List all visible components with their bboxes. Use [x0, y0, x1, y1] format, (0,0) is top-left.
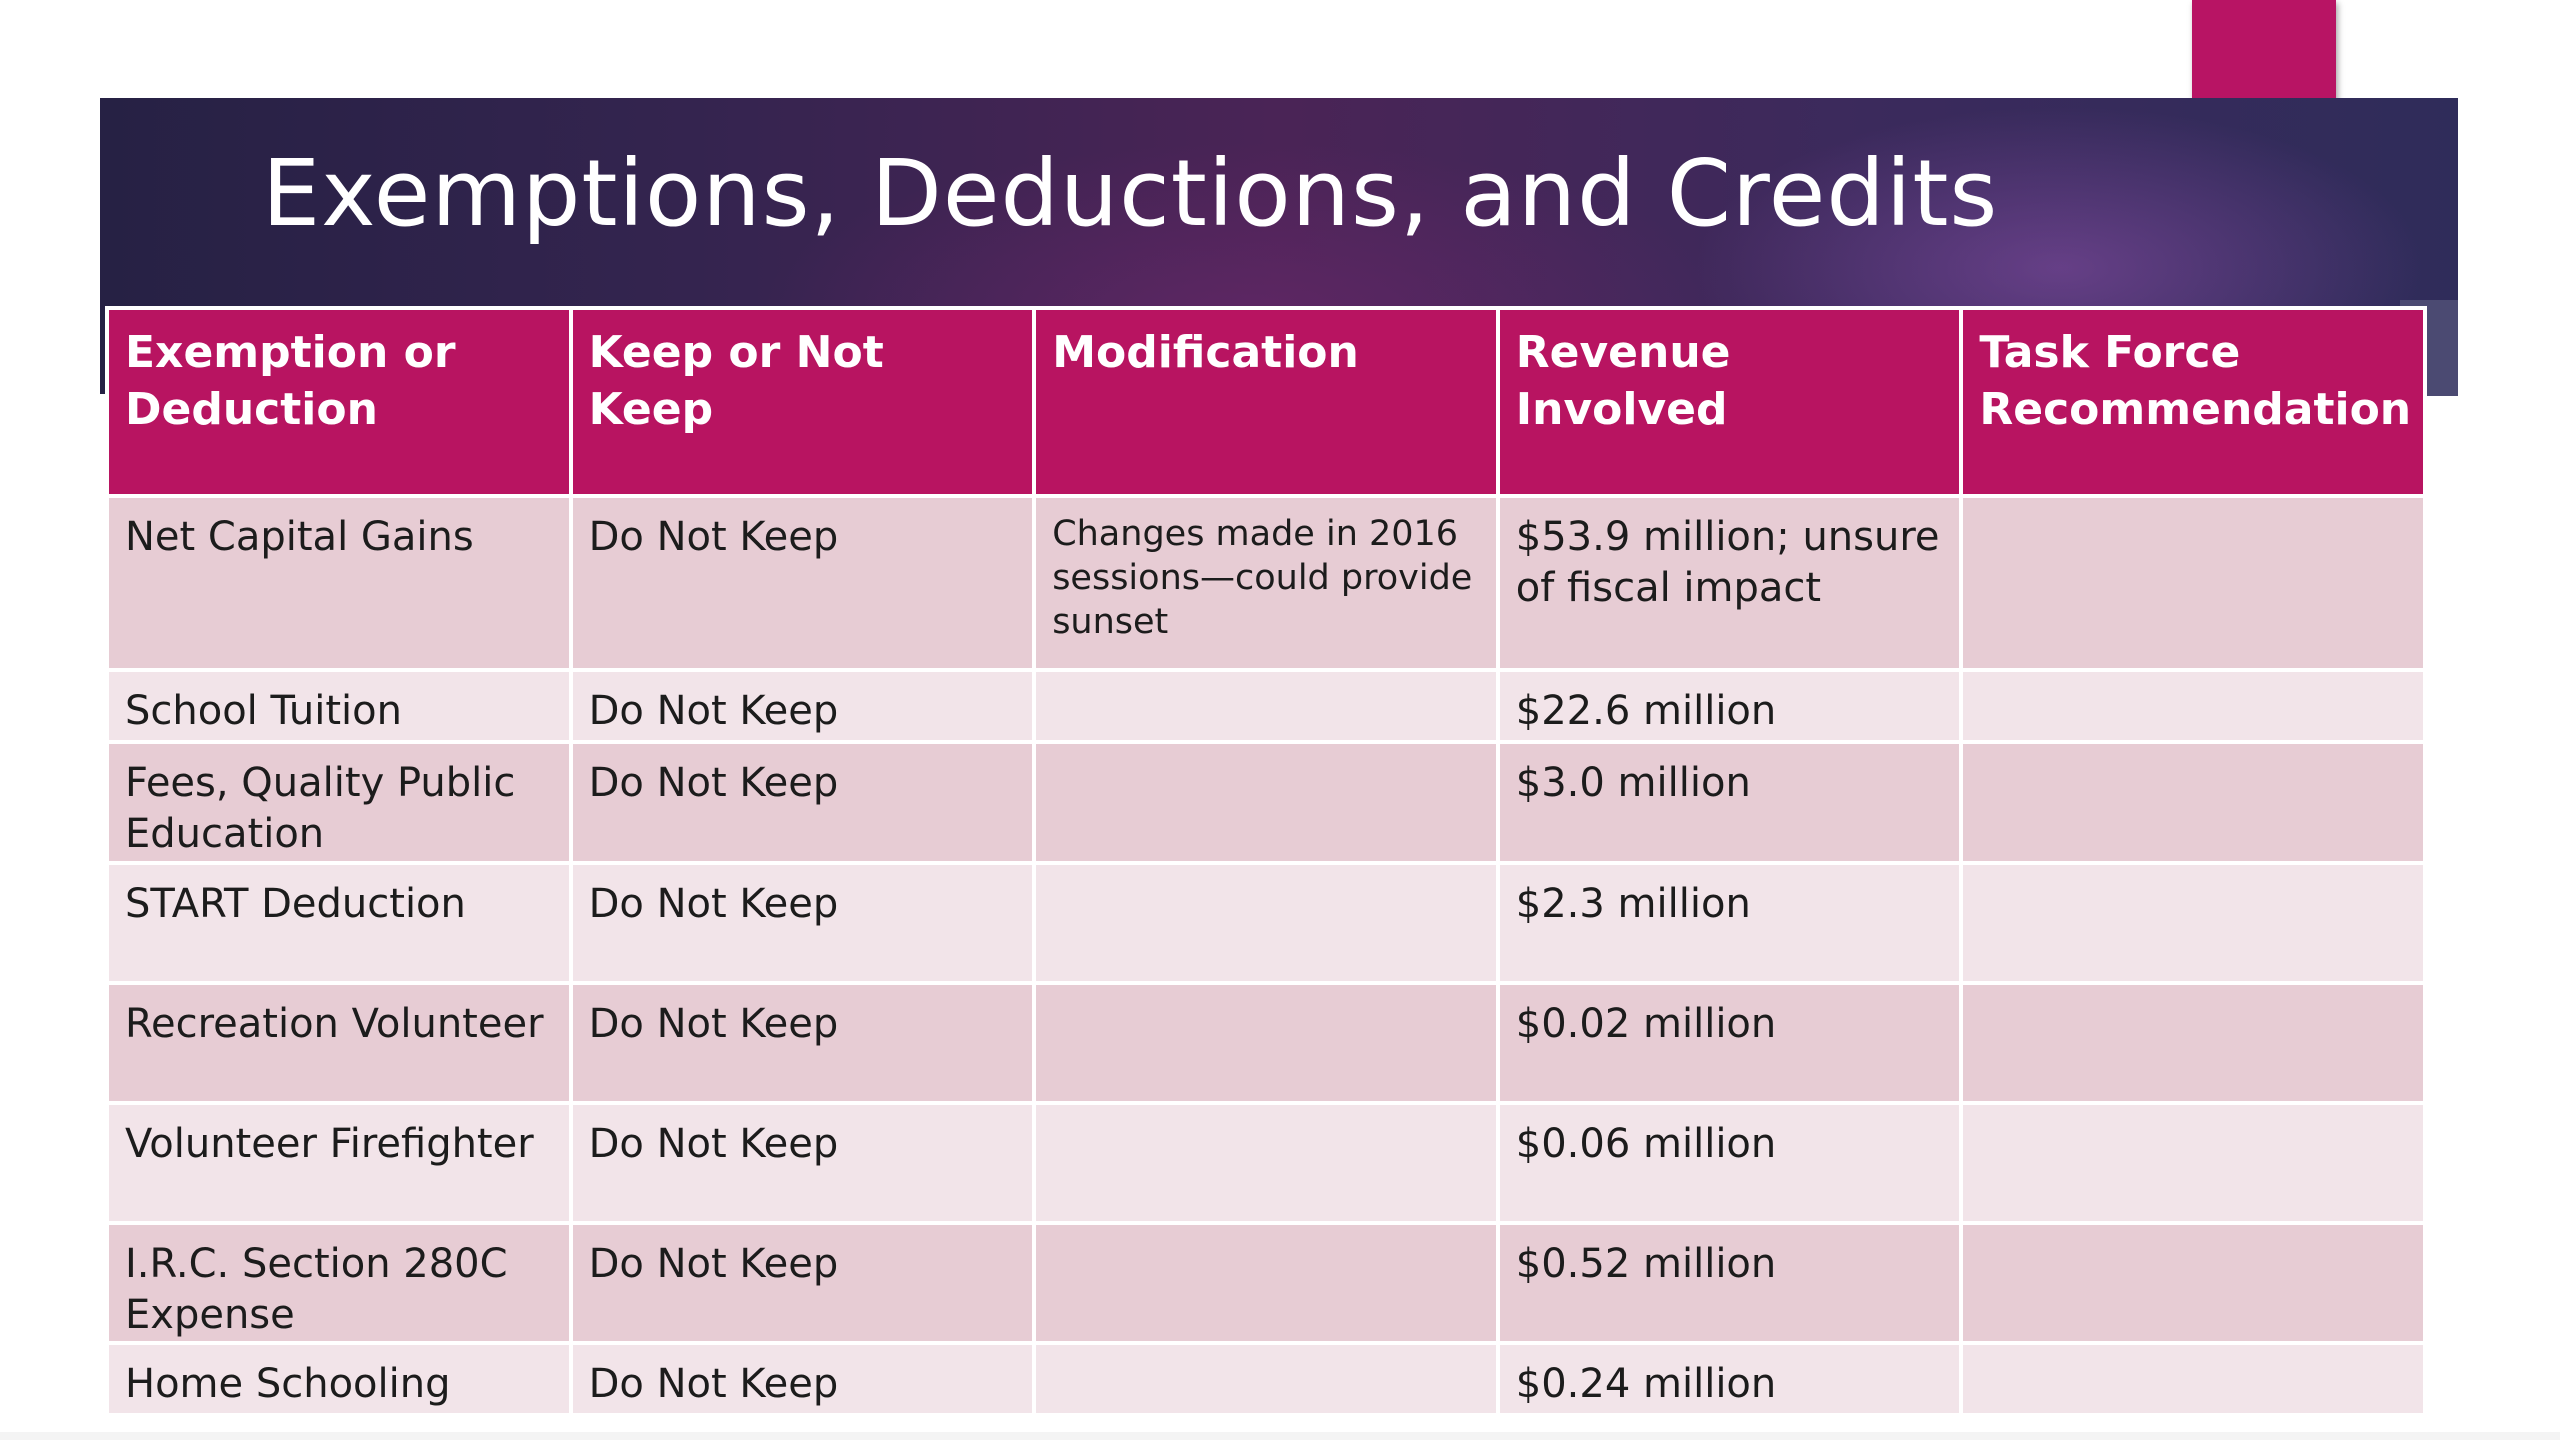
cell-item: Net Capital Gains [105, 494, 573, 672]
cell-item: Fees, Quality Public Education [105, 740, 573, 865]
cell-item: School Tuition [105, 668, 573, 744]
header-revenue: Revenue Involved [1495, 306, 1964, 498]
cell-modification [1032, 740, 1500, 865]
cell-recommendation [1959, 740, 2427, 865]
exemptions-table: Exemption or Deduction Keep or Not Keep … [105, 306, 2427, 1417]
table-row: School Tuition Do Not Keep $22.6 million [105, 668, 2427, 744]
cell-keep: Do Not Keep [568, 1341, 1037, 1417]
table-row: I.R.C. Section 280C Expense Do Not Keep … [105, 1221, 2427, 1345]
cell-revenue: $0.24 million [1495, 1341, 1964, 1417]
cell-modification [1032, 981, 1500, 1105]
cell-revenue: $0.52 million [1495, 1221, 1964, 1345]
cell-keep: Do Not Keep [568, 981, 1037, 1105]
cell-revenue: $22.6 million [1495, 668, 1964, 744]
cell-revenue: $53.9 million; unsure of fiscal impact [1495, 494, 1964, 672]
table-row: Recreation Volunteer Do Not Keep $0.02 m… [105, 981, 2427, 1105]
bottom-rule [0, 1432, 2560, 1440]
cell-modification [1032, 861, 1500, 985]
cell-keep: Do Not Keep [568, 668, 1037, 744]
cell-recommendation [1959, 981, 2427, 1105]
table-row: Home Schooling Do Not Keep $0.24 million [105, 1341, 2427, 1417]
cell-item: START Deduction [105, 861, 573, 985]
cell-revenue: $0.06 million [1495, 1101, 1964, 1225]
header-exemption: Exemption or Deduction [105, 306, 573, 498]
header-keep: Keep or Not Keep [568, 306, 1037, 498]
table-row: Volunteer Firefighter Do Not Keep $0.06 … [105, 1101, 2427, 1225]
cell-item: Volunteer Firefighter [105, 1101, 573, 1225]
cell-modification: Changes made in 2016 sessions—could prov… [1032, 494, 1500, 672]
cell-keep: Do Not Keep [568, 1221, 1037, 1345]
cell-modification [1032, 1221, 1500, 1345]
cell-recommendation [1959, 494, 2427, 672]
table-row: START Deduction Do Not Keep $2.3 million [105, 861, 2427, 985]
cell-keep: Do Not Keep [568, 740, 1037, 865]
cell-revenue: $2.3 million [1495, 861, 1964, 985]
cell-modification [1032, 1101, 1500, 1225]
cell-keep: Do Not Keep [568, 494, 1037, 672]
cell-revenue: $3.0 million [1495, 740, 1964, 865]
cell-recommendation [1959, 1101, 2427, 1225]
cell-keep: Do Not Keep [568, 861, 1037, 985]
cell-modification [1032, 668, 1500, 744]
cell-item: Home Schooling [105, 1341, 573, 1417]
header-recommendation: Task Force Recommendation [1959, 306, 2427, 498]
header-modification: Modification [1032, 306, 1500, 498]
cell-recommendation [1959, 668, 2427, 744]
slide-title: Exemptions, Deductions, and Credits [262, 140, 1999, 247]
cell-revenue: $0.02 million [1495, 981, 1964, 1105]
cell-recommendation [1959, 1221, 2427, 1345]
header-row: Exemption or Deduction Keep or Not Keep … [105, 306, 2427, 498]
cell-item: Recreation Volunteer [105, 981, 573, 1105]
cell-recommendation [1959, 861, 2427, 985]
cell-keep: Do Not Keep [568, 1101, 1037, 1225]
table-row: Fees, Quality Public Education Do Not Ke… [105, 740, 2427, 865]
cell-modification [1032, 1341, 1500, 1417]
cell-recommendation [1959, 1341, 2427, 1417]
table-row: Net Capital Gains Do Not Keep Changes ma… [105, 494, 2427, 672]
cell-item: I.R.C. Section 280C Expense [105, 1221, 573, 1345]
